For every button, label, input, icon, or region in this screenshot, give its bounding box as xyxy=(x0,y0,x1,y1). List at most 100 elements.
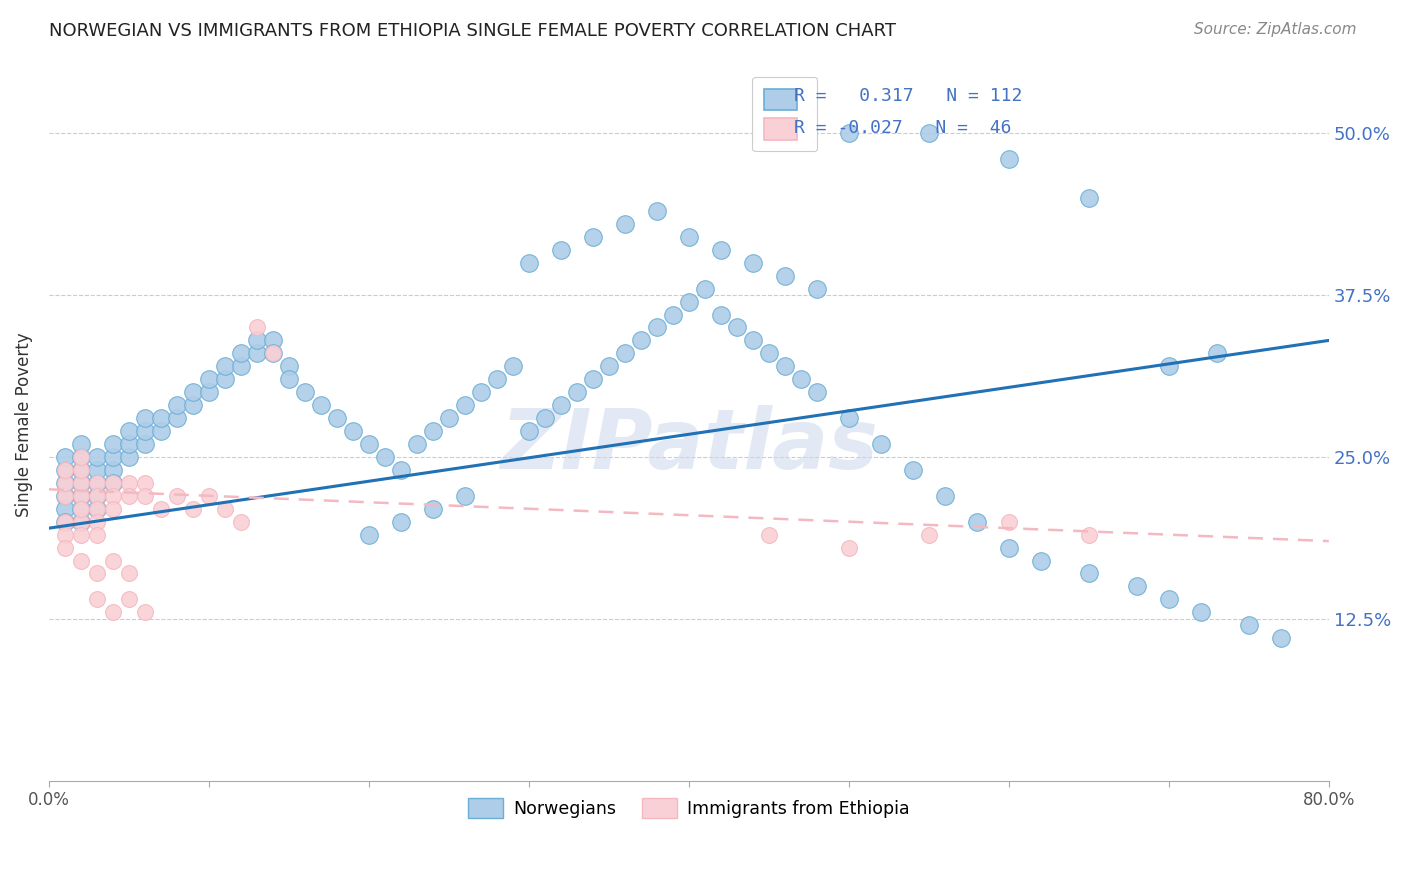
Point xyxy=(198,372,221,386)
Point xyxy=(758,346,780,360)
Point xyxy=(134,605,156,619)
Point xyxy=(1205,346,1227,360)
Point xyxy=(70,527,93,541)
Point xyxy=(166,489,188,503)
Point xyxy=(309,398,332,412)
Point xyxy=(198,489,221,503)
Point xyxy=(934,489,956,503)
Point xyxy=(214,501,236,516)
Point xyxy=(229,359,252,374)
Point xyxy=(278,372,301,386)
Point xyxy=(101,553,124,567)
Point xyxy=(86,489,108,503)
Point xyxy=(101,475,124,490)
Point xyxy=(998,152,1021,166)
Point xyxy=(389,463,412,477)
Point xyxy=(326,411,349,425)
Point xyxy=(1126,579,1149,593)
Point xyxy=(502,359,524,374)
Point xyxy=(998,515,1021,529)
Point xyxy=(693,282,716,296)
Point xyxy=(86,463,108,477)
Point xyxy=(262,346,284,360)
Point xyxy=(181,398,204,412)
Point xyxy=(86,501,108,516)
Point xyxy=(53,463,76,477)
Point xyxy=(53,501,76,516)
Point xyxy=(470,385,492,400)
Point xyxy=(101,463,124,477)
Point xyxy=(550,398,572,412)
Point xyxy=(582,230,605,244)
Point xyxy=(357,437,380,451)
Point xyxy=(134,489,156,503)
Point xyxy=(710,308,733,322)
Point xyxy=(1237,618,1260,632)
Point xyxy=(565,385,588,400)
Point xyxy=(86,592,108,607)
Point xyxy=(517,256,540,270)
Point xyxy=(181,385,204,400)
Point xyxy=(198,385,221,400)
Point xyxy=(262,346,284,360)
Point xyxy=(70,450,93,464)
Point xyxy=(246,320,269,334)
Point xyxy=(118,475,141,490)
Point xyxy=(838,411,860,425)
Point xyxy=(53,515,76,529)
Point xyxy=(86,450,108,464)
Point xyxy=(70,489,93,503)
Point xyxy=(918,126,941,140)
Text: R =   0.317   N = 112: R = 0.317 N = 112 xyxy=(794,87,1022,104)
Point xyxy=(422,501,444,516)
Point xyxy=(166,411,188,425)
Point xyxy=(118,592,141,607)
Point xyxy=(1157,359,1180,374)
Point xyxy=(645,203,668,218)
Point xyxy=(485,372,508,386)
Point xyxy=(70,463,93,477)
Y-axis label: Single Female Poverty: Single Female Poverty xyxy=(15,333,32,516)
Point xyxy=(741,334,763,348)
Point xyxy=(53,475,76,490)
Point xyxy=(262,334,284,348)
Point xyxy=(869,437,891,451)
Point xyxy=(838,541,860,555)
Point xyxy=(517,424,540,438)
Point xyxy=(741,256,763,270)
Point xyxy=(70,501,93,516)
Point xyxy=(149,411,172,425)
Point xyxy=(678,230,700,244)
Point xyxy=(710,243,733,257)
Point xyxy=(134,424,156,438)
Point xyxy=(134,411,156,425)
Point xyxy=(149,501,172,516)
Point xyxy=(53,515,76,529)
Point xyxy=(70,553,93,567)
Point xyxy=(118,450,141,464)
Point xyxy=(53,489,76,503)
Point xyxy=(70,489,93,503)
Point xyxy=(53,527,76,541)
Point xyxy=(1189,605,1212,619)
Point xyxy=(101,450,124,464)
Point xyxy=(70,501,93,516)
Point xyxy=(53,489,76,503)
Point xyxy=(901,463,924,477)
Point xyxy=(214,372,236,386)
Point xyxy=(1270,631,1292,645)
Point xyxy=(1157,592,1180,607)
Point xyxy=(70,475,93,490)
Point xyxy=(374,450,396,464)
Point xyxy=(70,450,93,464)
Point xyxy=(214,359,236,374)
Point xyxy=(678,294,700,309)
Text: R = -0.027   N =  46: R = -0.027 N = 46 xyxy=(794,120,1011,137)
Point xyxy=(357,527,380,541)
Point xyxy=(70,437,93,451)
Point xyxy=(86,501,108,516)
Point xyxy=(550,243,572,257)
Point xyxy=(86,475,108,490)
Point xyxy=(86,515,108,529)
Legend: Norwegians, Immigrants from Ethiopia: Norwegians, Immigrants from Ethiopia xyxy=(461,791,917,825)
